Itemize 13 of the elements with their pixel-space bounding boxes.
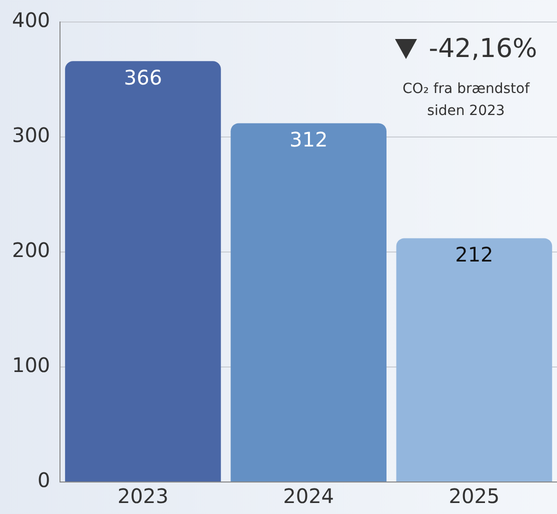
y-tick-label: 200 xyxy=(12,238,50,262)
data-label: 212 xyxy=(455,242,494,266)
x-tick-label: 2025 xyxy=(448,484,500,508)
data-label: 366 xyxy=(124,65,162,90)
y-tick-label: 400 xyxy=(12,8,50,32)
annotation: -42,16% xyxy=(428,34,538,64)
data-label: 312 xyxy=(289,127,328,152)
x-tick-label: 2023 xyxy=(118,484,168,508)
annotation: CO₂ fra brændstof siden 2023 xyxy=(402,80,531,121)
y-tick-label: 100 xyxy=(12,353,50,378)
y-tick-label: 300 xyxy=(12,123,50,148)
x-tick-label: 2024 xyxy=(283,484,334,508)
y-tick-label: 0 xyxy=(37,468,50,492)
